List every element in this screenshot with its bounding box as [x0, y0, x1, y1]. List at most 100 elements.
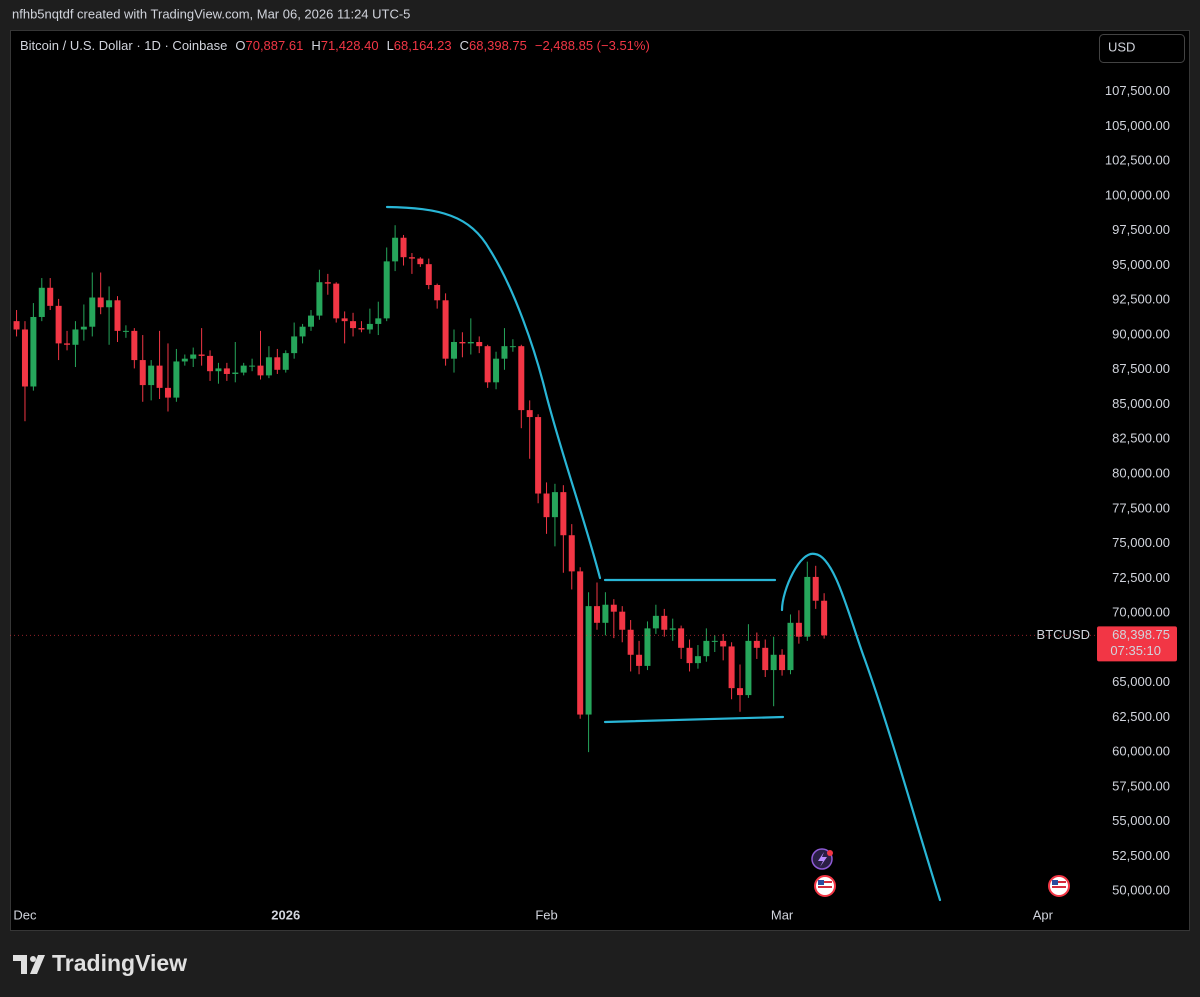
y-tick-label: 75,000.00	[1112, 535, 1170, 550]
event-icons	[811, 848, 1070, 897]
y-tick-label: 85,000.00	[1112, 396, 1170, 411]
candle-body	[223, 368, 230, 374]
flag-stripe	[1052, 886, 1066, 888]
logo-mark	[30, 956, 36, 962]
candle-body	[669, 628, 676, 630]
candle-body	[257, 365, 264, 376]
candle-body	[762, 647, 769, 671]
candle-body	[627, 629, 634, 655]
candle-body	[476, 341, 483, 347]
candle-body	[198, 354, 205, 356]
candle-body	[307, 315, 314, 327]
currency[interactable]: USD	[1108, 39, 1135, 54]
candle-body	[164, 387, 171, 398]
x-tick-label: Dec	[13, 907, 37, 922]
drawings	[385, 205, 942, 902]
flag-stripe	[818, 886, 832, 888]
candle-body	[442, 300, 449, 359]
candle-body	[291, 336, 298, 354]
y-tick-label: 105,000.00	[1105, 118, 1170, 133]
candle-body	[703, 640, 710, 657]
header-part: 68,398.75	[469, 38, 527, 53]
candle-body	[316, 282, 323, 316]
candle-body	[568, 535, 575, 572]
candle-body	[652, 615, 659, 629]
candle-body	[38, 287, 45, 317]
candle-body	[47, 287, 54, 306]
candle-body	[686, 647, 693, 664]
candle-body	[375, 318, 382, 324]
candle-body	[408, 257, 415, 259]
candle-body	[425, 264, 432, 286]
header-part: O	[235, 38, 245, 53]
y-tick-label: 65,000.00	[1112, 674, 1170, 689]
y-tick-label: 107,500.00	[1105, 83, 1170, 98]
candle-body	[299, 326, 306, 337]
candle-body	[812, 576, 819, 601]
y-tick-label: 77,500.00	[1112, 500, 1170, 515]
y-tick-label: 55,000.00	[1112, 813, 1170, 828]
y-tick-label: 102,500.00	[1105, 153, 1170, 168]
candle-body	[501, 346, 508, 359]
candle-body	[72, 329, 79, 345]
last-price: 68,398.75	[1112, 627, 1170, 642]
drawn-curve	[780, 552, 942, 902]
y-tick-label: 80,000.00	[1112, 465, 1170, 480]
candle-body	[122, 330, 129, 332]
candle-body	[543, 493, 550, 518]
flag-stripe	[818, 881, 832, 883]
candle-body	[711, 640, 718, 642]
y-tick-label: 100,000.00	[1105, 187, 1170, 202]
currency-button[interactable]	[1099, 34, 1185, 63]
candle-body	[728, 646, 735, 689]
candle-body	[484, 346, 491, 383]
brand: TradingView	[52, 950, 187, 976]
candle-body	[148, 365, 155, 386]
candle-body	[694, 656, 701, 664]
candle-body	[509, 346, 516, 348]
candle-body	[131, 330, 138, 361]
candle-body	[577, 571, 584, 715]
candle-body	[821, 600, 828, 636]
candle-body	[181, 358, 188, 362]
candle-body	[619, 611, 626, 630]
candle-body	[526, 410, 533, 418]
candle-body	[13, 321, 20, 330]
candle-body	[215, 368, 222, 372]
candle-body	[459, 341, 466, 344]
candle-body	[594, 606, 601, 623]
flag-stripe	[1052, 881, 1066, 883]
candle-body	[139, 360, 146, 386]
candle-body	[770, 654, 777, 671]
candle-body	[80, 326, 87, 330]
candle-body	[737, 688, 744, 696]
candle-body	[720, 640, 727, 647]
candle-body	[434, 285, 441, 301]
candle-body	[678, 628, 685, 648]
plot: 50,000.00 52,500.00 55,000.00 57,500.00 60,0…	[10, 83, 1177, 922]
candle-body	[795, 622, 802, 637]
candle-body	[551, 492, 558, 518]
candle-body	[265, 357, 272, 376]
candle-body	[274, 357, 281, 370]
header-part: 70,887.61	[245, 38, 303, 53]
flag-canton	[818, 880, 824, 885]
candle-body	[493, 358, 500, 383]
candle-body	[341, 318, 348, 322]
candle-body	[560, 492, 567, 536]
candle-body	[745, 640, 752, 696]
y-tick-label: 87,500.00	[1112, 361, 1170, 376]
candle-body	[249, 365, 256, 367]
y-tick-label: 72,500.00	[1112, 570, 1170, 585]
header-part: L	[387, 38, 394, 53]
header-part: Bitcoin / U.S. Dollar · 1D · Coinbase	[20, 38, 227, 53]
candle-body	[535, 417, 542, 494]
candle-body	[518, 346, 525, 411]
candle-body	[190, 354, 197, 359]
candle-body	[232, 372, 239, 374]
x-tick-label: Mar	[771, 907, 794, 922]
candle-body	[383, 261, 390, 319]
y-tick-label: 95,000.00	[1112, 257, 1170, 272]
y-tick-label: 97,500.00	[1112, 222, 1170, 237]
